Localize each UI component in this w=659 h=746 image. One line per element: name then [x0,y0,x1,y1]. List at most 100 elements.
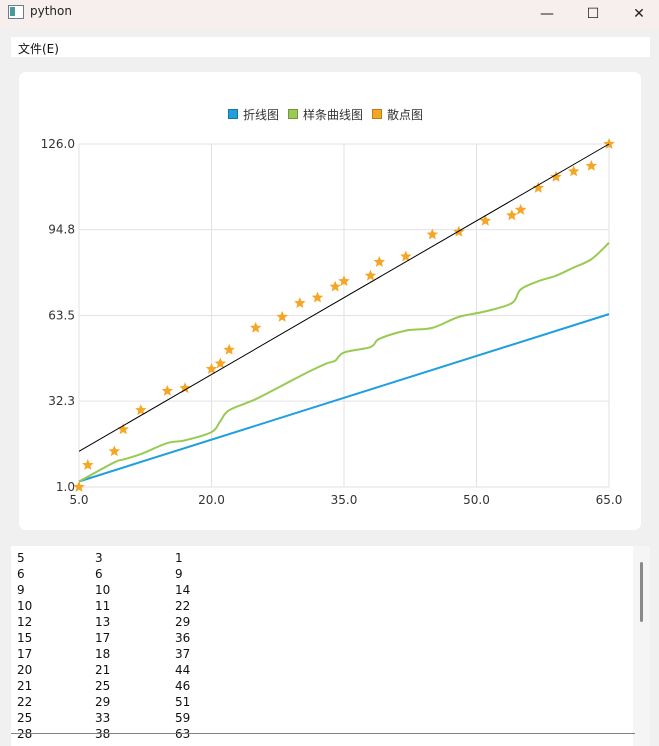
data-cell: 15 [17,631,33,645]
data-row: 5 3 1 [17,550,417,566]
menu-file[interactable]: 文件(E) [18,42,59,56]
close-button[interactable]: ✕ [633,6,645,22]
scatter-point [514,203,527,215]
title-bar: python — ☐ ✕ [0,0,659,30]
y-tick-label: 1.0 [56,480,75,494]
legend-label: 散点图 [387,107,424,122]
data-row: 10 11 22 [17,598,417,614]
data-cell: 17 [95,631,111,645]
scatter-point [179,382,191,394]
spline-series [78,242,610,483]
data-cell: 6 [95,567,103,581]
data-row: 12 13 29 [17,614,417,630]
data-row: 15 17 36 [17,630,417,646]
scatter-point [338,275,350,287]
scatter-point [364,269,377,281]
x-tick-label: 50.0 [463,493,490,507]
panel-bottom-border [11,733,635,734]
data-cell: 9 [175,567,183,581]
data-cell: 1 [175,551,183,565]
y-tick-label: 94.8 [48,223,75,237]
scatter-point [82,459,94,470]
data-cell: 33 [95,711,111,725]
data-cell: 5 [17,551,25,565]
y-tick-label: 126.0 [41,137,75,151]
scatter-point [567,165,580,177]
data-cell: 18 [95,647,111,661]
scatter-point [108,445,121,457]
scatter-point [311,291,324,303]
legend-item[interactable]: 样条曲线图 [288,106,363,123]
legend-swatch [228,109,238,119]
chart-series [73,138,615,492]
data-cell: 17 [17,647,33,661]
scatter-point [73,481,85,492]
scatter-point [161,384,174,396]
legend-label: 样条曲线图 [303,107,364,122]
data-cell: 3 [95,551,103,565]
legend-swatch [372,109,383,119]
scatter-point [426,228,439,240]
data-rows: 5 3 1 6 6 9 9 10 14 10 11 22 12 13 29 15 17 36 17 18 37 20 21 4… [17,550,417,742]
scrollbar-thumb[interactable] [640,562,643,622]
maximize-button[interactable]: ☐ [586,6,600,22]
data-cell: 25 [17,711,33,725]
window-title: python [30,4,72,18]
data-cell: 21 [95,663,111,677]
data-cell: 9 [17,583,25,597]
scatter-point [585,159,598,171]
data-cell: 12 [17,615,33,629]
data-cell: 63 [175,727,191,741]
data-row: 6 6 9 [17,566,417,582]
chart-legend: 折线图 样条曲线图 散点图 [228,106,432,122]
scatter-point [329,280,341,292]
scatter-point [550,170,562,182]
scatter-point [214,357,227,369]
scatter-point [249,321,262,333]
legend-item[interactable]: 折线图 [228,106,279,123]
chart-grid [78,143,610,488]
data-cell: 37 [175,647,191,661]
menu-bar: 文件(E) [11,37,650,57]
data-row: 25 33 59 [17,710,417,726]
data-cell: 13 [95,615,111,629]
trend-line [78,143,610,452]
legend-item[interactable]: 散点图 [372,106,423,123]
data-row: 9 10 14 [17,582,417,598]
scatter-point [135,404,147,416]
data-cell: 46 [175,679,191,693]
scatter-point [205,363,218,374]
data-cell: 14 [175,583,191,597]
minimize-button[interactable]: — [540,6,554,22]
data-cell: 10 [17,599,33,613]
chart-panel [19,72,641,530]
data-text-panel[interactable]: 5 3 1 6 6 9 9 10 14 10 11 22 12 13 29 15 17 36 17 18 37 20 21 4… [11,546,650,746]
x-tick-label: 20.0 [198,493,225,507]
data-cell: 51 [175,695,191,709]
scatter-point [294,297,306,309]
data-cell: 22 [17,695,33,709]
y-tick-label: 63.5 [48,309,75,323]
scatter-point [276,310,288,322]
x-tick-label: 5.0 [69,493,88,507]
data-cell: 10 [95,583,111,597]
vertical-scrollbar[interactable] [633,546,650,746]
data-cell: 6 [17,567,25,581]
chart-axes: 5.0 20.0 35.0 50.0 65.0 1.0 32.3 63.5 94.8 126.0 [41,137,623,507]
data-cell: 59 [175,711,191,725]
data-row: 28 38 63 [17,726,417,742]
data-cell: 21 [17,679,33,693]
app-icon [8,5,24,19]
data-row: 17 18 37 [17,646,417,662]
scatter-point [117,423,129,435]
scatter-point [532,181,545,193]
data-row: 20 21 44 [17,662,417,678]
scatter-point [479,214,492,226]
data-row: 21 25 46 [17,678,417,694]
legend-swatch [288,109,299,119]
scatter-point [400,250,412,262]
data-cell: 25 [95,679,111,693]
chart: 5.0 20.0 35.0 50.0 65.0 1.0 32.3 63.5 94.8 126.0 [41,137,623,507]
legend-label: 折线图 [243,107,280,122]
data-cell: 38 [95,727,111,741]
